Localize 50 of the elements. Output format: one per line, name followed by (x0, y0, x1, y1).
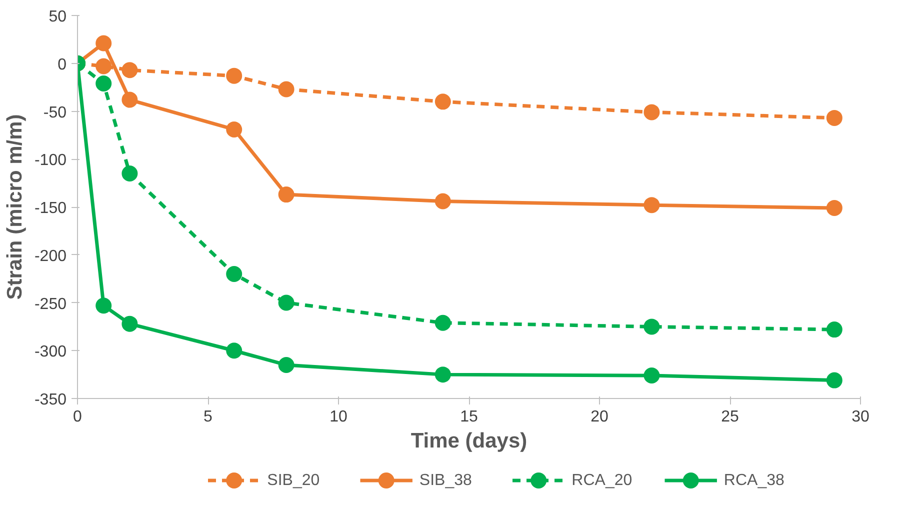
x-tick-label: 5 (204, 408, 213, 426)
point (826, 200, 842, 216)
x-tick-label: 15 (460, 408, 478, 426)
point (278, 294, 294, 311)
point (96, 298, 112, 314)
point (434, 366, 451, 383)
point (122, 62, 138, 78)
x-tick-label: 0 (73, 408, 82, 426)
x-axis-title: Time (days) (410, 430, 528, 452)
point (644, 104, 660, 120)
y-tick-label: -200 (34, 248, 67, 265)
point (122, 166, 138, 182)
y-tick-label: -300 (34, 344, 67, 361)
y-tick-label: 50 (48, 8, 67, 26)
point (826, 322, 842, 338)
point (826, 372, 842, 388)
y-tick-label: -350 (34, 392, 67, 408)
x-tick-label: 25 (721, 408, 739, 426)
point (226, 121, 242, 138)
point (434, 193, 451, 210)
point (644, 197, 660, 214)
y-tick-label: -50 (43, 104, 67, 122)
point (826, 110, 842, 126)
point (96, 35, 112, 52)
y-axis-title: Strain (micro m/m) (3, 114, 26, 300)
point (96, 75, 112, 92)
y-tick-label: -250 (34, 296, 67, 313)
legend-label: SIB_38 (419, 472, 472, 489)
point (278, 81, 294, 98)
point (122, 316, 138, 332)
point (644, 318, 660, 335)
point (96, 58, 112, 74)
legend-label: SIB_20 (267, 472, 320, 489)
point (644, 368, 660, 384)
point (226, 342, 242, 359)
y-tick-label: -150 (34, 200, 67, 217)
point (434, 94, 451, 110)
point (434, 314, 451, 331)
legend-label: RCA_38 (724, 472, 784, 489)
point (226, 266, 242, 282)
y-tick-label: -100 (34, 152, 67, 170)
legend-label: RCA_20 (572, 472, 632, 489)
x-tick-label: 20 (590, 408, 608, 426)
point (226, 68, 242, 84)
y-tick-label: 0 (58, 56, 67, 74)
x-tick-label: 30 (852, 408, 870, 426)
point (122, 92, 138, 108)
x-tick-label: 10 (330, 408, 348, 426)
point (278, 357, 294, 373)
point (278, 186, 294, 203)
